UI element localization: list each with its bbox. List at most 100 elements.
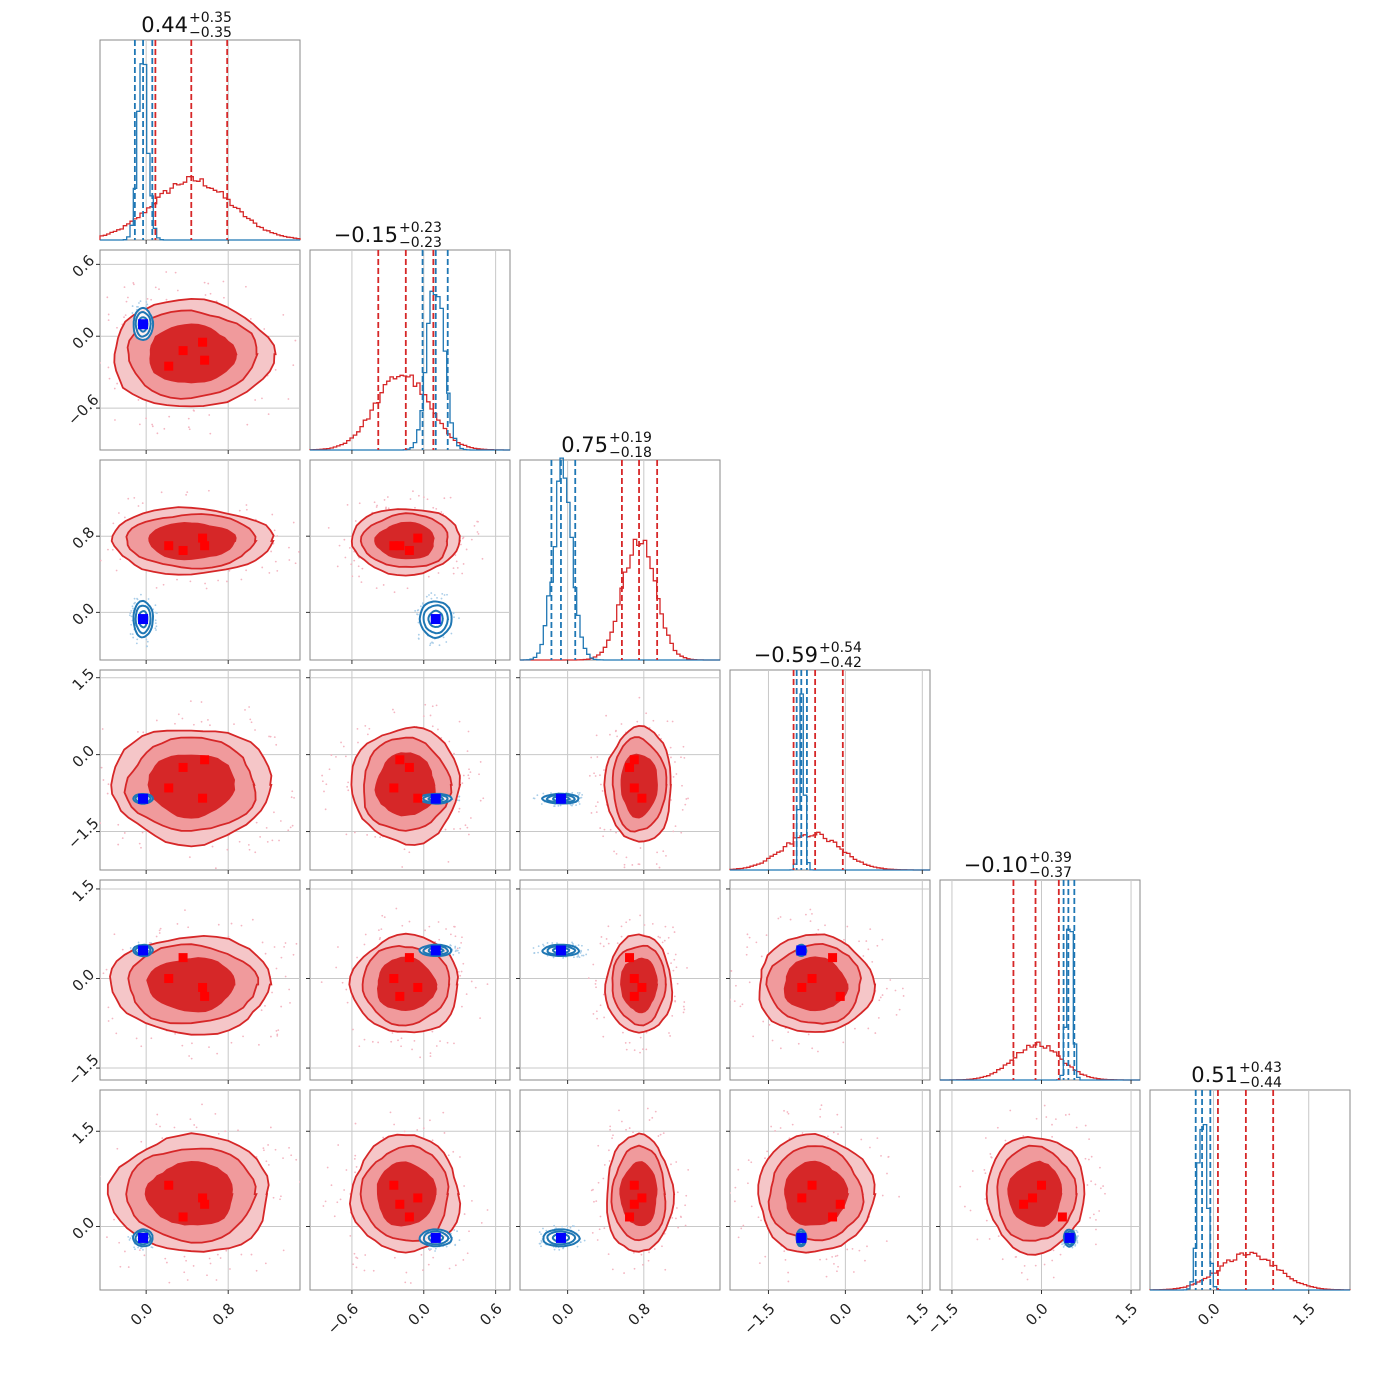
red-sample-dot	[481, 557, 484, 560]
red-sample-dot	[453, 1042, 455, 1045]
red-sample-dot	[348, 547, 351, 549]
blue-marker	[430, 793, 441, 804]
red-sample-dot	[455, 560, 458, 563]
red-sample-dot	[435, 704, 438, 707]
red-sample-dot	[825, 1275, 828, 1278]
red-sample-dot	[432, 1256, 435, 1259]
red-sample-dot	[452, 572, 455, 575]
red-sample-dot	[809, 908, 812, 911]
red-sample-dot	[274, 560, 277, 563]
blue-marker	[138, 319, 149, 330]
red-sample-dot	[288, 988, 291, 991]
contour-panel-2-1	[306, 459, 511, 664]
red-sample-dot	[446, 1041, 449, 1044]
red-sample-dot	[599, 942, 602, 945]
param-title-value: −0.10	[964, 853, 1028, 877]
red-sample-dot	[261, 941, 264, 944]
red-contour-inner	[783, 956, 849, 1012]
x-tick-label: 0.0	[1194, 1300, 1224, 1330]
red-sample-dot	[648, 1251, 650, 1254]
red-marker	[835, 1199, 845, 1209]
red-marker	[1019, 1199, 1029, 1209]
red-sample-dot	[476, 531, 479, 533]
red-sample-dot	[1043, 1263, 1046, 1266]
red-sample-dot	[68, 974, 70, 976]
red-sample-dot	[894, 989, 897, 992]
red-sample-dot	[343, 1189, 346, 1191]
red-sample-dot	[836, 1113, 839, 1116]
blue-sample-dot	[552, 956, 555, 959]
red-sample-dot	[599, 1004, 602, 1007]
red-sample-dot	[670, 799, 672, 801]
y-tick-label: 0.0	[69, 1213, 99, 1243]
red-sample-dot	[681, 808, 684, 811]
red-sample-dot	[357, 741, 359, 744]
blue-sample-dot	[436, 597, 438, 599]
red-sample-dot	[741, 1003, 744, 1006]
red-sample-dot	[599, 827, 602, 829]
red-sample-dot	[595, 805, 597, 808]
blue-sample-dot	[1062, 1242, 1065, 1245]
red-sample-dot	[260, 1009, 263, 1012]
red-sample-dot	[354, 520, 357, 522]
red-sample-dot	[593, 772, 595, 775]
red-sample-dot	[343, 538, 346, 541]
red-sample-dot	[866, 1245, 868, 1248]
x-tick-label: −1.5	[924, 1300, 962, 1338]
red-sample-dot	[670, 1163, 672, 1166]
red-sample-dot	[254, 729, 256, 731]
blue-sample-dot	[1075, 1229, 1078, 1232]
blue-sample-dot	[134, 1248, 136, 1251]
red-sample-dot	[1089, 1216, 1092, 1219]
red-sample-dot	[1045, 1116, 1048, 1118]
contour-layer	[100, 1103, 300, 1284]
red-sample-dot	[168, 415, 171, 418]
red-sample-dot	[1020, 1271, 1023, 1274]
red-sample-dot	[834, 1255, 837, 1258]
red-sample-dot	[750, 1161, 753, 1164]
red-sample-dot	[267, 1164, 270, 1166]
hist-panel-5: 0.51 +0.43−0.44 0.0 1.5	[1149, 1060, 1351, 1330]
red-sample-dot	[354, 1171, 356, 1174]
red-sample-dot	[413, 1039, 416, 1042]
panel-frame	[519, 459, 721, 661]
blue-sample-dot	[1071, 1246, 1074, 1249]
red-marker	[200, 755, 210, 765]
red-sample-dot	[620, 723, 623, 725]
red-sample-dot	[676, 1191, 679, 1194]
red-sample-dot	[205, 587, 208, 590]
red-sample-dot	[330, 754, 333, 756]
red-sample-dot	[176, 923, 179, 925]
red-sample-dot	[355, 1166, 358, 1168]
red-sample-dot	[119, 1265, 122, 1268]
blue-sample-dot	[127, 1235, 130, 1238]
red-sample-dot	[615, 831, 617, 834]
red-sample-dot	[429, 1055, 432, 1058]
red-sample-dot	[187, 926, 190, 929]
red-sample-dot	[643, 924, 646, 926]
red-sample-dot	[185, 1259, 187, 1262]
red-sample-dot	[106, 792, 109, 795]
red-sample-dot	[277, 1029, 280, 1032]
blue-sample-dot	[453, 1229, 456, 1231]
red-sample-dot	[263, 1149, 265, 1152]
blue-histogram	[1150, 1123, 1350, 1291]
red-sample-dot	[429, 1052, 432, 1055]
blue-sample-dot	[562, 957, 564, 959]
red-sample-dot	[797, 1042, 800, 1045]
param-title-value: 0.51	[1191, 1063, 1238, 1087]
red-sample-dot	[162, 583, 165, 586]
blue-sample-dot	[545, 1229, 548, 1232]
red-sample-dot	[594, 983, 597, 985]
red-sample-dot	[273, 736, 276, 739]
red-sample-dot	[88, 354, 90, 356]
red-sample-dot	[730, 998, 731, 1001]
red-sample-dot	[1009, 1109, 1012, 1112]
panel-frame	[939, 1089, 1141, 1291]
red-sample-dot	[345, 1169, 348, 1171]
red-sample-dot	[276, 569, 279, 572]
blue-marker	[796, 1232, 807, 1243]
blue-sample-dot	[575, 804, 577, 806]
x-tick-label: 0.0	[1022, 1300, 1052, 1330]
red-sample-dot	[371, 1040, 374, 1043]
